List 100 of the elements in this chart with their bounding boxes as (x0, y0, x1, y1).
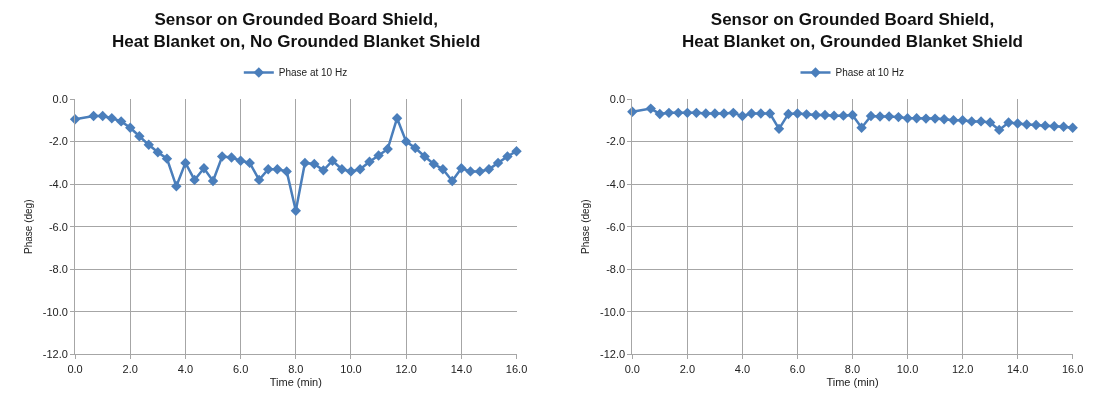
point (354, 164, 366, 175)
point (700, 108, 711, 119)
point (856, 122, 867, 133)
point (984, 117, 996, 128)
point (1003, 117, 1014, 128)
point (97, 110, 108, 122)
point (746, 108, 757, 119)
point (511, 145, 522, 157)
point (263, 164, 274, 175)
point (373, 150, 384, 161)
point (299, 157, 311, 169)
point (161, 153, 173, 164)
point (847, 109, 858, 121)
point (1012, 118, 1023, 129)
point (966, 116, 977, 127)
x-tick-label: 12.0 (395, 362, 417, 375)
x-tick-label: 2.0 (122, 362, 138, 375)
chart-title: Sensor on Grounded Board Shield, Heat Blanket on, No Grounded Blanket Shield (112, 10, 481, 52)
point (226, 152, 237, 163)
x-tick-label: 16.0 (505, 362, 528, 375)
y-tick-label: -6.0 (606, 220, 626, 233)
x-tick-label: 6.0 (232, 362, 249, 375)
point (391, 112, 403, 124)
point (207, 175, 219, 187)
x-tick-label: 2.0 (679, 362, 696, 375)
point (938, 114, 950, 125)
point (115, 116, 127, 127)
x-tick-label: 0.0 (624, 362, 640, 375)
point (673, 107, 684, 119)
point (281, 166, 292, 177)
x-tick-label: 10.0 (340, 362, 362, 375)
point (492, 157, 504, 169)
point (447, 175, 458, 187)
point (920, 113, 932, 124)
point (838, 110, 849, 121)
point (957, 115, 968, 126)
x-tick-label: 8.0 (844, 362, 861, 375)
point (718, 108, 730, 119)
point (948, 115, 959, 126)
point (428, 158, 439, 170)
point (253, 174, 265, 186)
point (929, 113, 941, 124)
point (1049, 121, 1060, 132)
point (134, 131, 145, 142)
point (382, 143, 393, 155)
point (893, 111, 904, 123)
point (198, 163, 210, 174)
x-tick-label: 14.0 (450, 362, 473, 375)
y-tick-label: -10.0 (42, 305, 68, 318)
point (783, 108, 794, 120)
point (244, 157, 255, 169)
x-axis-title: Time (min) (826, 375, 879, 388)
point (883, 111, 895, 122)
point (1021, 119, 1032, 130)
x-tick-label: 14.0 (1006, 362, 1029, 375)
point (682, 107, 693, 119)
point (474, 166, 486, 177)
point (975, 116, 987, 127)
y-tick-label: -6.0 (48, 220, 68, 233)
point (874, 111, 886, 122)
point (437, 164, 449, 175)
point (180, 157, 191, 169)
x-tick-label: 16.0 (1061, 362, 1084, 375)
point (272, 164, 283, 175)
point (764, 108, 776, 119)
point (318, 165, 329, 176)
point (773, 123, 785, 135)
point (125, 122, 136, 133)
x-tick-label: 8.0 (288, 362, 304, 375)
legend-label: Phase at 10 Hz (278, 67, 348, 79)
point (216, 151, 228, 162)
point (143, 139, 154, 150)
y-axis-title: Phase (deg) (580, 199, 592, 254)
point (645, 103, 656, 114)
point (1039, 120, 1051, 131)
y-tick-label: -12.0 (600, 348, 626, 361)
y-tick-label: 0.0 (609, 92, 626, 105)
point (152, 147, 164, 158)
y-axis-title: Phase (deg) (22, 199, 34, 254)
x-axis-title: Time (min) (269, 375, 322, 388)
point (345, 166, 357, 177)
chart-title: Sensor on Grounded Board Shield, Heat Blanket on, Grounded Blanket Shield (682, 10, 1023, 52)
point (902, 112, 913, 124)
x-tick-label: 4.0 (734, 362, 751, 375)
point (994, 124, 1005, 136)
point (828, 110, 840, 121)
point (792, 108, 803, 119)
point (728, 107, 739, 119)
point (189, 174, 200, 186)
point (171, 181, 182, 192)
y-tick-label: -2.0 (48, 135, 68, 148)
point (235, 155, 246, 166)
y-tick-label: -12.0 (42, 348, 68, 361)
point (327, 155, 338, 166)
point (419, 151, 430, 162)
point (106, 112, 117, 124)
point (309, 158, 320, 170)
point (483, 164, 495, 175)
point (400, 136, 412, 147)
point (1058, 121, 1069, 132)
